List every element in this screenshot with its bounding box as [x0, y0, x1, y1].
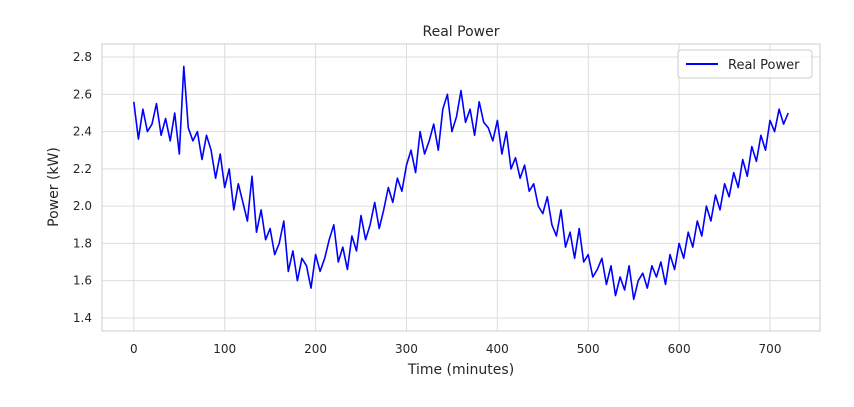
- y-tick-label: 2.2: [73, 162, 92, 176]
- chart-title: Real Power: [423, 24, 500, 40]
- x-tick-label: 300: [395, 342, 418, 356]
- y-tick-labels: 1.4 1.6 1.8 2.0 2.2 2.4 2.6 2.8: [73, 50, 92, 325]
- y-tick-label: 1.6: [73, 274, 92, 288]
- x-tick-label: 100: [213, 342, 236, 356]
- y-tick-label: 1.8: [73, 236, 92, 250]
- x-tick-label: 700: [759, 342, 782, 356]
- x-axis-label: Time (minutes): [407, 362, 514, 378]
- x-tick-label: 200: [304, 342, 327, 356]
- x-tick-label: 600: [668, 342, 691, 356]
- y-tick-label: 2.4: [73, 125, 92, 139]
- series-line-real-power: [133, 65, 789, 301]
- y-axis-label: Power (kW): [46, 147, 62, 227]
- x-tick-label: 400: [486, 342, 509, 356]
- legend-label-real-power: Real Power: [728, 58, 800, 73]
- plot-frame: [101, 43, 821, 332]
- x-tick-labels: 0 100 200 300 400 500 600 700: [130, 342, 781, 356]
- legend-box: [677, 49, 813, 79]
- legend[interactable]: Real Power: [677, 49, 813, 79]
- y-tick-label: 2.0: [73, 199, 92, 213]
- series-layer: [133, 65, 789, 301]
- x-tick-label: 500: [577, 342, 600, 356]
- y-tick-label: 2.8: [73, 50, 92, 64]
- y-tick-label: 2.6: [73, 87, 92, 101]
- y-tick-label: 1.4: [73, 311, 92, 325]
- x-tick-label: 0: [130, 342, 138, 356]
